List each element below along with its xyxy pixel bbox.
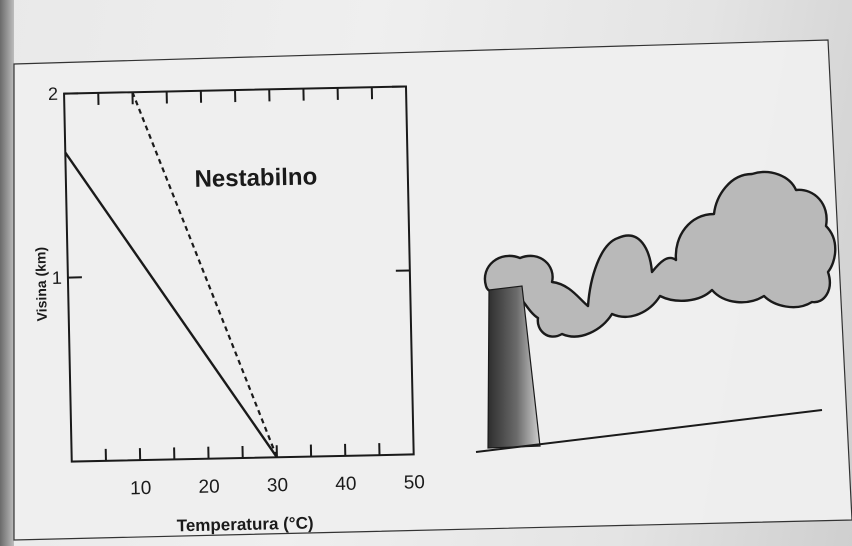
x-ticks-top — [97, 87, 374, 105]
y-axis-label: Visina (km) — [32, 247, 50, 322]
x-tick-labels: 10 20 30 40 50 — [130, 472, 425, 499]
chimney — [487, 285, 541, 449]
smoke-plume — [483, 170, 837, 338]
page-gutter-shadow — [0, 0, 14, 546]
chart-area: 10 20 30 40 50 12 Nestabilno Temperatura (°C… — [32, 84, 425, 536]
y-tick-label: 2 — [48, 84, 58, 104]
dry-adiabatic-dashed-line — [131, 91, 278, 458]
x-tick-label: 10 — [130, 478, 152, 499]
series-lines — [64, 91, 278, 458]
y-tick-label: 1 — [52, 268, 62, 288]
x-tick-label: 20 — [198, 476, 220, 497]
ground-line — [475, 409, 823, 453]
chart-title: Nestabilno — [194, 163, 317, 193]
x-tick-label: 40 — [335, 474, 357, 495]
environmental-lapse-line — [64, 151, 278, 458]
x-tick-label: 50 — [403, 472, 425, 493]
x-tick-label: 30 — [267, 475, 289, 496]
y-ticks — [64, 85, 410, 279]
smokestack-illustration — [475, 170, 837, 453]
y-tick-labels: 12 — [48, 84, 62, 288]
figure-frame — [13, 39, 852, 541]
x-axis-label: Temperatura (°C) — [177, 514, 314, 536]
